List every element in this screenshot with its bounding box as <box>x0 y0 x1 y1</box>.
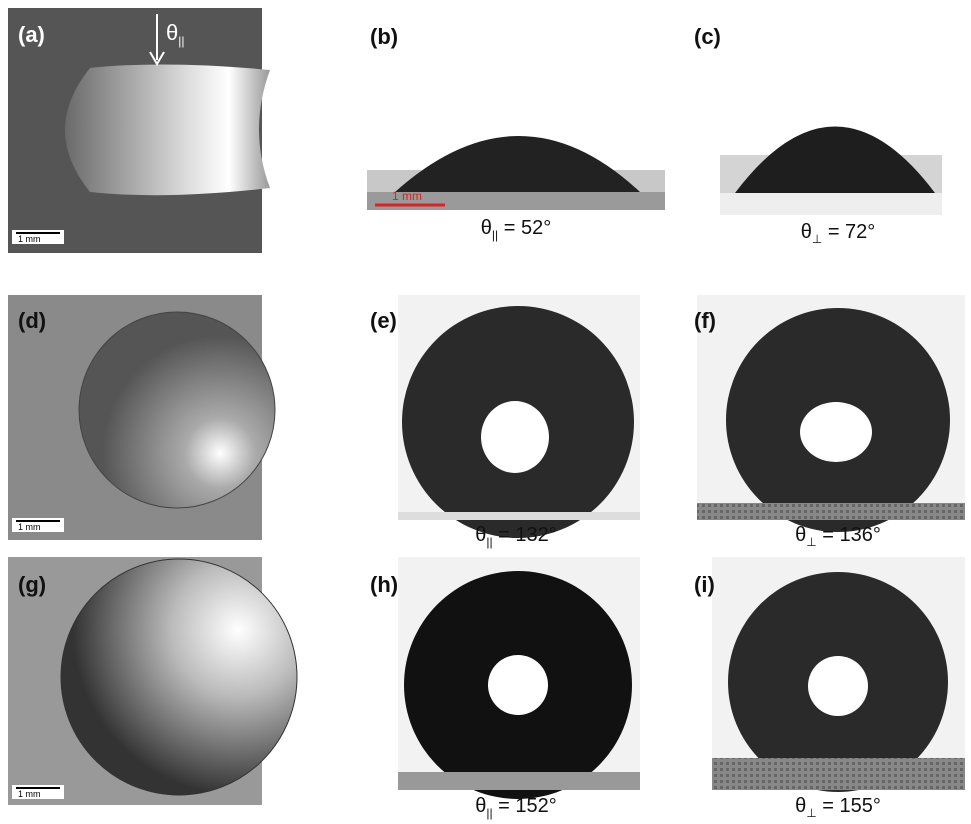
symbol: θ <box>166 20 178 45</box>
caption-text: = 72° <box>822 221 875 243</box>
caption-text: = 136° <box>817 524 881 546</box>
caption-text: = 52° <box>498 217 551 239</box>
caption-text: = 152° <box>493 795 557 817</box>
panel-label: (c) <box>694 24 721 49</box>
symbol: θ <box>795 795 806 817</box>
scale-label: 1 mm <box>392 189 422 203</box>
subscript: ⊥ <box>806 806 816 820</box>
panel-label: (g) <box>18 572 46 597</box>
symbol: θ <box>795 524 806 546</box>
caption: θ|| = 52° <box>481 217 551 242</box>
scale-label: 1 mm <box>18 789 41 799</box>
droplet <box>79 312 275 508</box>
highlight <box>808 656 868 716</box>
symbol: θ <box>475 524 486 546</box>
substrate <box>712 758 965 790</box>
caption: θ⊥ = 72° <box>801 221 876 246</box>
highlight <box>481 401 549 473</box>
droplet <box>735 127 935 194</box>
highlight <box>488 655 548 715</box>
symbol: θ <box>801 221 812 243</box>
caption: θ⊥ = 155° <box>795 795 881 820</box>
panel-label: (a) <box>18 22 45 47</box>
substrate <box>398 772 640 790</box>
page: θ|| θ⊥ 1 mm (a) 1 mm θ|| = 52° (b) θ⊥ = … <box>0 0 971 824</box>
substrate <box>720 193 942 215</box>
symbol: θ <box>475 795 486 817</box>
droplet <box>65 64 270 195</box>
scale-label: 1 mm <box>18 522 41 532</box>
substrate <box>697 503 965 520</box>
subscript: ⊥ <box>806 535 816 549</box>
scale-label: 1 mm <box>18 234 41 244</box>
subscript: ⊥ <box>812 232 822 246</box>
subscript: ⊥ <box>320 157 330 171</box>
substrate <box>398 512 640 520</box>
panel-label: (h) <box>370 572 398 597</box>
caption-text: = 132° <box>493 524 557 546</box>
caption-text: = 155° <box>817 795 881 817</box>
droplet <box>61 559 297 795</box>
panel-label: (f) <box>694 308 716 333</box>
panel-label: (e) <box>370 308 397 333</box>
figure: θ|| θ⊥ 1 mm (a) 1 mm θ|| = 52° (b) θ⊥ = … <box>0 0 971 824</box>
subscript: || <box>178 34 184 48</box>
arrow-label: θ⊥ <box>308 143 331 171</box>
caption: θ|| = 152° <box>475 795 557 820</box>
highlight <box>800 402 872 462</box>
panel-label: (d) <box>18 308 46 333</box>
droplet <box>395 136 640 192</box>
panel-label: (b) <box>370 24 398 49</box>
symbol: θ <box>308 143 320 168</box>
symbol: θ <box>481 217 492 239</box>
panel-label: (i) <box>694 572 715 597</box>
